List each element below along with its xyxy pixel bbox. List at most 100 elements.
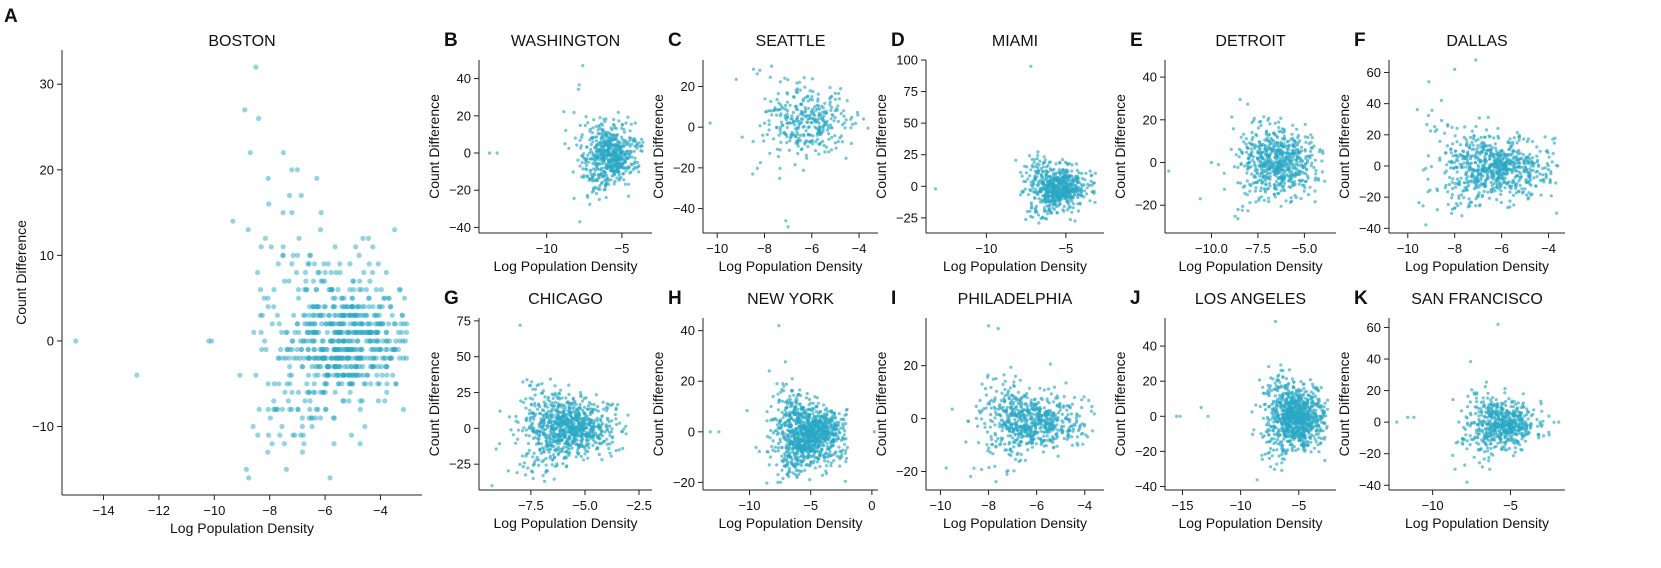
data-point: [1513, 175, 1517, 179]
data-point: [296, 295, 302, 301]
data-point: [1285, 168, 1289, 172]
data-point: [1515, 141, 1519, 145]
data-point: [809, 110, 814, 115]
x-tick-label: −10: [975, 241, 997, 256]
data-point: [1237, 155, 1241, 159]
data-point: [269, 441, 275, 447]
data-point: [625, 149, 629, 153]
data-point: [348, 304, 354, 310]
data-point: [333, 269, 339, 276]
data-point: [619, 175, 623, 179]
data-point: [284, 381, 290, 387]
data-point: [840, 140, 845, 144]
data-point: [1451, 154, 1455, 158]
data-point: [1167, 169, 1171, 173]
data-point: [624, 432, 628, 436]
data-point: [1522, 169, 1526, 173]
data-point: [1487, 165, 1491, 169]
data-point: [332, 355, 338, 361]
data-point: [310, 278, 317, 284]
data-point: [1502, 151, 1506, 155]
data-point: [1239, 162, 1243, 166]
data-point: [795, 139, 799, 143]
data-point: [1254, 186, 1258, 190]
data-point: [1254, 200, 1258, 204]
data-point: [1290, 184, 1295, 188]
data-point: [1531, 156, 1535, 160]
data-point: [1462, 161, 1466, 165]
data-point: [1037, 221, 1041, 225]
data-point: [313, 406, 319, 412]
data-point: [1263, 146, 1267, 151]
data-point: [635, 160, 640, 164]
data-point: [532, 417, 536, 421]
data-point: [1501, 157, 1505, 161]
data-point: [1548, 178, 1552, 182]
data-point: [790, 114, 794, 118]
data-point: [528, 383, 532, 387]
data-point: [1462, 196, 1466, 200]
data-point: [1508, 137, 1512, 141]
data-point: [1450, 211, 1454, 215]
data-point: [1495, 149, 1499, 153]
data-point: [1048, 182, 1052, 187]
data-point: [1264, 132, 1268, 136]
data-point: [1470, 140, 1474, 144]
data-point: [1277, 129, 1281, 134]
data-point: [586, 160, 591, 164]
data-point: [817, 125, 822, 129]
data-point: [1495, 165, 1499, 169]
data-point: [614, 408, 618, 412]
data-point: [1030, 157, 1034, 161]
data-point: [608, 154, 612, 158]
data-point: [578, 445, 583, 449]
data-point: [311, 261, 318, 267]
data-point: [384, 381, 390, 387]
data-point: [1033, 169, 1037, 173]
data-point: [1435, 128, 1439, 132]
data-point: [1529, 164, 1533, 168]
data-point: [618, 421, 622, 425]
data-point: [828, 100, 832, 104]
data-point: [1041, 180, 1045, 185]
data-point: [1060, 158, 1065, 162]
data-point: [855, 110, 860, 115]
data-point: [1515, 182, 1519, 186]
data-point: [1480, 193, 1484, 197]
data-point: [1032, 182, 1036, 186]
data-point: [785, 121, 790, 125]
data-point: [1075, 176, 1079, 180]
data-point: [1262, 198, 1266, 202]
data-point: [311, 312, 317, 318]
data-point: [258, 329, 264, 335]
data-point: [1284, 199, 1288, 203]
data-point: [1524, 177, 1528, 182]
data-point: [839, 112, 843, 116]
data-point: [1248, 201, 1252, 205]
data-point: [808, 464, 812, 468]
data-point: [595, 416, 600, 420]
x-tick-label: −5: [614, 241, 629, 256]
data-point: [734, 77, 738, 81]
data-point: [1055, 178, 1059, 182]
data-point: [1505, 182, 1509, 186]
x-axis-label: Log Population Density: [1405, 258, 1549, 274]
data-point: [776, 155, 781, 159]
data-point: [1424, 223, 1428, 227]
data-point: [1525, 160, 1529, 164]
data-point: [269, 321, 275, 327]
data-point: [1085, 192, 1089, 196]
data-point: [833, 116, 837, 120]
data-point: [318, 415, 324, 421]
data-point: [1426, 154, 1430, 158]
data-point: [616, 155, 620, 160]
data-point: [1044, 178, 1048, 182]
data-point: [1293, 139, 1297, 143]
data-point: [1063, 174, 1067, 178]
data-point: [587, 151, 592, 155]
data-point: [802, 76, 806, 80]
data-point: [325, 372, 331, 378]
data-point: [582, 396, 587, 400]
